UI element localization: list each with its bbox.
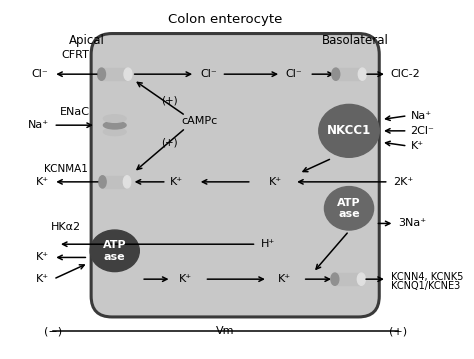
Ellipse shape [332,68,340,80]
Text: KCNQ1/KCNE3: KCNQ1/KCNE3 [391,281,460,291]
Text: ClC-2: ClC-2 [391,69,420,79]
Text: Cl⁻: Cl⁻ [201,69,218,79]
Text: Cl⁻: Cl⁻ [286,69,302,79]
Ellipse shape [90,230,139,272]
Bar [102,176,127,188]
Ellipse shape [325,187,374,230]
Text: K⁺: K⁺ [278,274,292,284]
Bar [102,176,127,188]
Text: K⁺: K⁺ [410,141,424,151]
Text: Basolateral: Basolateral [322,34,389,47]
Bar [335,273,361,285]
Text: K⁺: K⁺ [269,177,282,187]
Ellipse shape [103,128,126,136]
Text: 2Cl⁻: 2Cl⁻ [410,126,434,136]
Bar [336,68,362,80]
Text: ATP
ase: ATP ase [103,240,127,262]
Text: CFRT: CFRT [61,50,89,60]
Text: ATP
ase: ATP ase [337,197,361,219]
Ellipse shape [319,104,379,157]
Text: Colon enterocyte: Colon enterocyte [168,13,283,26]
Bar [101,68,128,80]
Text: KCNN4, KCNK5: KCNN4, KCNK5 [391,272,463,282]
Text: K⁺: K⁺ [36,274,49,284]
FancyBboxPatch shape [91,33,379,317]
Ellipse shape [331,273,339,285]
Bar [335,273,361,285]
Text: K⁺: K⁺ [170,177,182,187]
Text: ENaC: ENaC [60,107,90,117]
Text: K⁺: K⁺ [36,177,49,187]
Ellipse shape [103,115,126,122]
Text: (+): (+) [161,95,178,106]
Text: 3Na⁺: 3Na⁺ [398,218,426,228]
Ellipse shape [123,176,131,188]
Text: Na⁺: Na⁺ [27,120,49,130]
Text: NKCC1: NKCC1 [327,124,371,137]
Text: Apical: Apical [68,34,104,47]
Text: Na⁺: Na⁺ [410,111,431,121]
Ellipse shape [99,176,106,188]
Ellipse shape [103,121,126,129]
Text: K⁺: K⁺ [36,252,49,262]
Text: K⁺: K⁺ [179,274,192,284]
Text: (+): (+) [389,326,407,336]
Text: cAMPc: cAMPc [182,116,218,126]
Text: KCNMA1: KCNMA1 [44,164,88,174]
Text: (−): (−) [44,326,63,336]
Ellipse shape [124,68,132,80]
Ellipse shape [98,68,106,80]
Text: HKα2: HKα2 [51,222,81,232]
Text: H⁺: H⁺ [261,239,275,249]
Bar [101,68,128,80]
Text: Cl⁻: Cl⁻ [32,69,49,79]
Ellipse shape [357,273,365,285]
Text: (+): (+) [161,137,178,147]
Ellipse shape [358,68,366,80]
Bar [336,68,362,80]
Text: 2K⁺: 2K⁺ [393,177,414,187]
Text: Vm: Vm [216,326,235,336]
